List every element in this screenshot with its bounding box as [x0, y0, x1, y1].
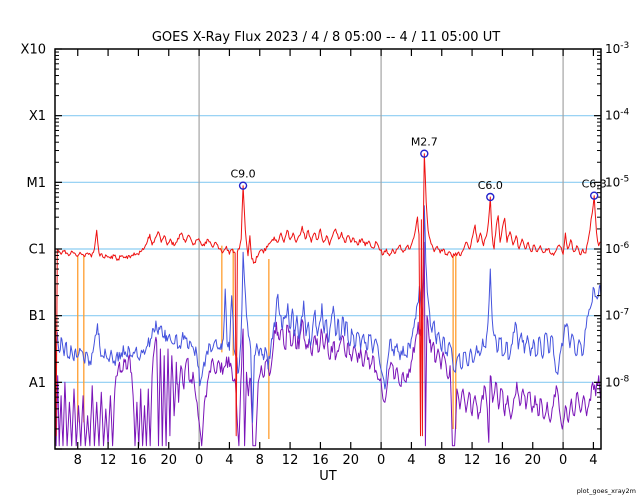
x-tick-label: 12: [464, 453, 481, 468]
series-short-channel-2-line: [55, 241, 601, 447]
x-tick-label: 12: [100, 453, 117, 468]
x-tick-label: 8: [74, 453, 82, 468]
series-short-channel-line: [55, 205, 601, 423]
flare-marker: [238, 181, 248, 190]
flare-label: C6.3: [582, 178, 607, 191]
y-left-tick-label: C1: [29, 243, 46, 258]
x-tick-label: 16: [130, 453, 147, 468]
y-left-tick-label: A1: [29, 376, 46, 391]
flare-label: M2.7: [411, 136, 438, 149]
x-tick-label: 0: [559, 453, 567, 468]
flare-marker: [420, 149, 429, 158]
flare-marker: [486, 192, 495, 202]
y-right-tick-label: 10-4: [605, 108, 630, 123]
x-tick-label: 4: [225, 453, 233, 468]
y-left-tick-label: X10: [21, 43, 46, 58]
x-tick-label: 12: [282, 453, 299, 468]
x-tick-label: 0: [195, 453, 203, 468]
y-left-tick-label: X1: [29, 109, 46, 124]
x-tick-label: 4: [407, 453, 415, 468]
plot-frame: [54, 48, 602, 450]
chart-title: GOES X-Ray Flux 2023 / 4 / 8 05:00 -- 4 …: [152, 30, 500, 45]
y-right-tick-label: 10-6: [605, 241, 630, 256]
trace-area: [55, 153, 601, 447]
x-tick-label: 20: [342, 453, 359, 468]
y-right-tick-label: 10-7: [605, 308, 629, 323]
series-long-channel-line: [55, 153, 601, 437]
y-right-tick-label: 10-5: [605, 174, 629, 189]
y-right-tick-label: 10-8: [605, 374, 630, 389]
y-right-tick-label: 10-3: [605, 41, 629, 56]
x-tick-label: 16: [312, 453, 329, 468]
x-tick-label: 8: [438, 453, 446, 468]
x-tick-label: 4: [589, 453, 597, 468]
x-axis-label: UT: [319, 469, 337, 484]
y-left-tick-label: B1: [29, 309, 46, 324]
y-left-tick-label: M1: [27, 176, 47, 191]
x-tick-label: 8: [256, 453, 264, 468]
flare-marker: [589, 191, 599, 200]
x-tick-label: 20: [160, 453, 177, 468]
x-tick-label: 0: [377, 453, 385, 468]
x-tick-label: 20: [524, 453, 541, 468]
flare-label: C6.0: [478, 179, 503, 192]
flare-label: C9.0: [230, 168, 255, 181]
watermark-text: plot_goes_xray2m: [577, 487, 636, 495]
x-tick-label: 16: [494, 453, 511, 468]
